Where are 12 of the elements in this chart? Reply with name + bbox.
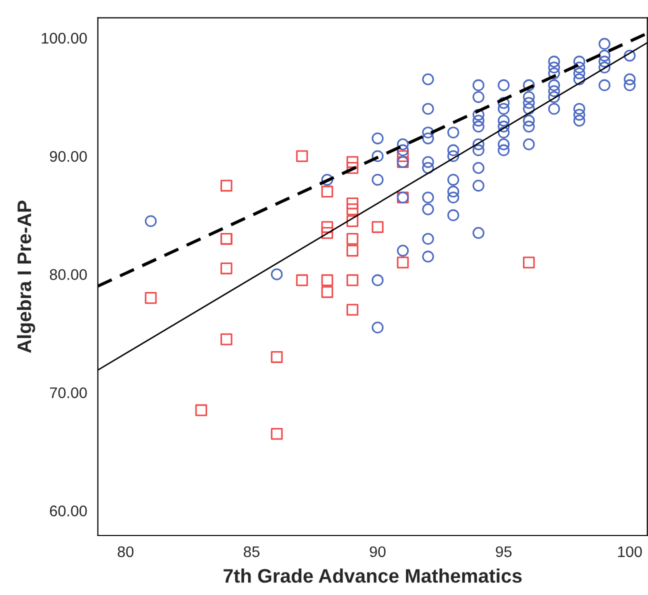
y-tick-label: 100.00	[42, 32, 87, 44]
y-axis-title: Algebra I Pre-AP	[16, 200, 36, 353]
y-tick-label: 70.00	[50, 387, 87, 398]
x-tick-label: 100	[618, 546, 642, 558]
x-tick-label: 95	[496, 546, 512, 558]
x-axis-title: 7th Grade Advance Mathematics	[224, 568, 522, 583]
x-tick-label: 90	[370, 546, 386, 558]
y-tick-label: 60.00	[50, 506, 87, 516]
y-tick-label: 90.00	[50, 150, 87, 162]
x-tick-label: 80	[118, 546, 134, 558]
y-tick-label: 80.00	[50, 269, 87, 280]
x-tick-label: 85	[244, 546, 260, 558]
